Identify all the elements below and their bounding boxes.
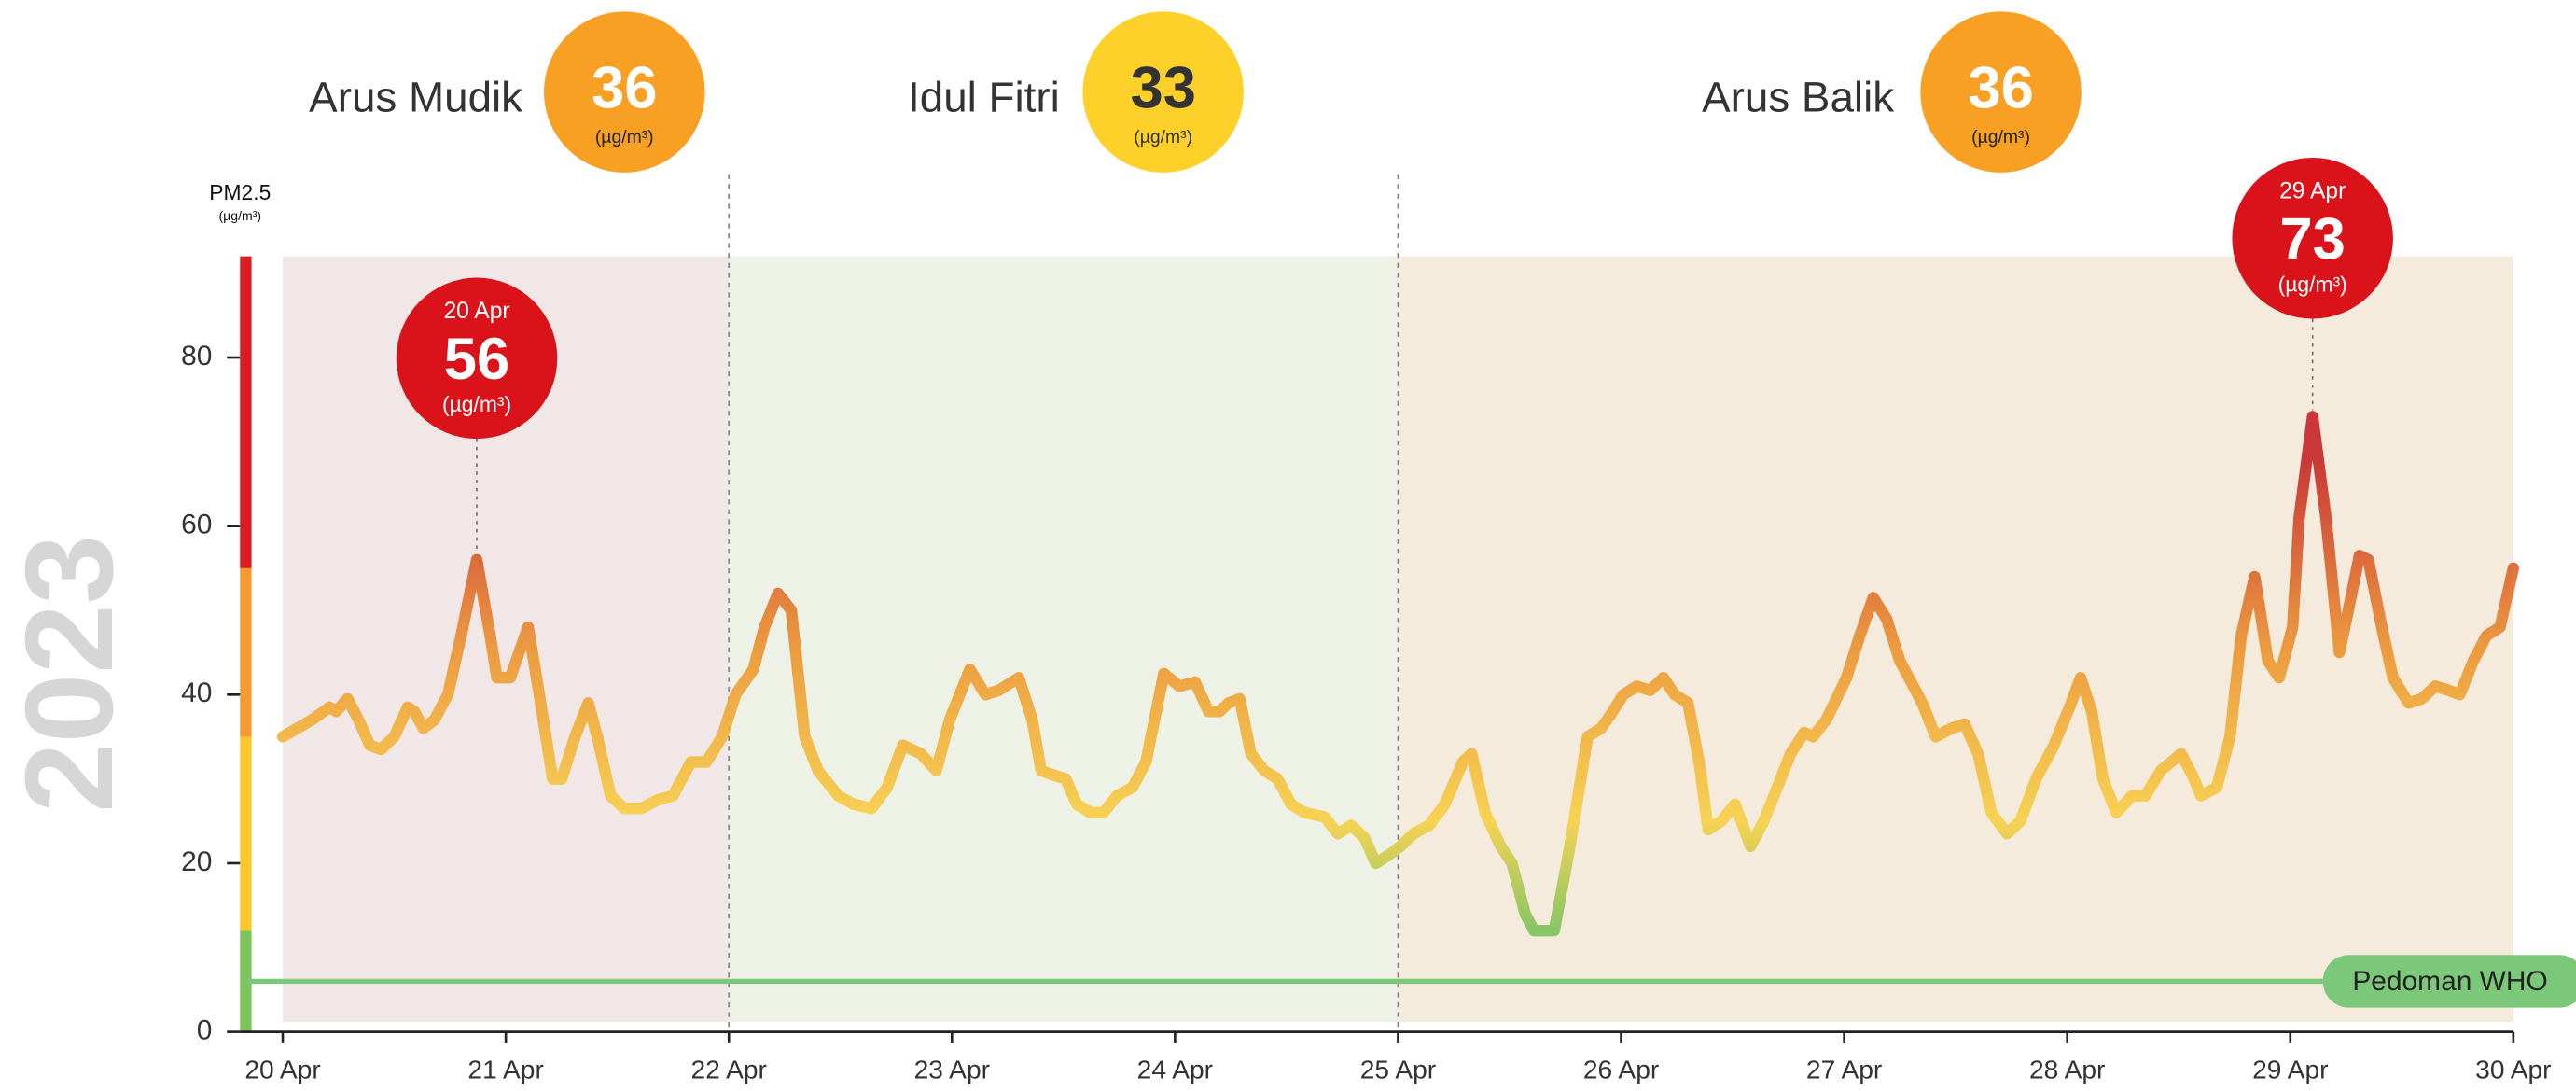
y-tick-label: 20 xyxy=(181,846,212,877)
phase-badge xyxy=(1920,11,2082,173)
year-label: 2023 xyxy=(0,535,139,813)
callout-value: 73 xyxy=(2279,206,2345,272)
phase-unit: (µg/m³) xyxy=(1134,127,1192,147)
callout-badge xyxy=(396,277,558,440)
callout-date: 29 Apr xyxy=(2279,178,2346,203)
x-tick-label: 28 Apr xyxy=(2029,1055,2105,1084)
callout-badge xyxy=(2232,158,2393,319)
callout-unit: (µg/m³) xyxy=(2278,272,2347,296)
x-tick-label: 29 Apr xyxy=(2252,1055,2328,1084)
x-tick-label: 21 Apr xyxy=(467,1055,543,1084)
x-tick-label: 22 Apr xyxy=(691,1055,767,1084)
phase-name: Arus Mudik xyxy=(309,73,522,120)
phase-name: Arus Balik xyxy=(1702,73,1894,120)
phase-badge xyxy=(1082,11,1244,173)
phase-name: Idul Fitri xyxy=(908,73,1060,120)
y-tick-label: 40 xyxy=(181,678,212,708)
y-tick-label: 60 xyxy=(181,510,212,540)
phase-badge xyxy=(543,11,705,173)
phase-region xyxy=(729,256,1399,1023)
aqi-band xyxy=(240,736,252,931)
callout-value: 56 xyxy=(444,327,509,392)
y-axis-label: PM2.5 xyxy=(209,180,271,204)
y-tick-label: 0 xyxy=(197,1015,213,1046)
callout-date: 20 Apr xyxy=(443,299,509,324)
x-tick-label: 23 Apr xyxy=(914,1055,990,1084)
x-tick-label: 25 Apr xyxy=(1360,1055,1436,1084)
callout-unit: (µg/m³) xyxy=(442,392,511,416)
x-tick-label: 30 Apr xyxy=(2475,1055,2551,1084)
phase-unit: (µg/m³) xyxy=(595,127,654,147)
phase-region xyxy=(1398,256,2513,1023)
y-tick-label: 80 xyxy=(181,341,212,371)
y-axis-unit: (µg/m³) xyxy=(218,208,261,223)
phase-value: 33 xyxy=(1130,55,1195,120)
x-tick-label: 26 Apr xyxy=(1583,1055,1659,1084)
aqi-band xyxy=(240,256,252,568)
phase-value: 36 xyxy=(1968,55,2033,120)
phase-value: 36 xyxy=(592,55,657,120)
phase-unit: (µg/m³) xyxy=(1971,127,2030,147)
x-tick-label: 27 Apr xyxy=(1806,1055,1882,1084)
reference-pill xyxy=(2322,955,2576,1008)
x-tick-label: 24 Apr xyxy=(1137,1055,1213,1084)
reference-label: Pedoman WHO xyxy=(2352,966,2547,997)
aqi-band xyxy=(240,567,252,737)
x-tick-label: 20 Apr xyxy=(244,1055,320,1084)
aqi-band xyxy=(240,930,252,1032)
pm25-line xyxy=(276,411,2520,937)
